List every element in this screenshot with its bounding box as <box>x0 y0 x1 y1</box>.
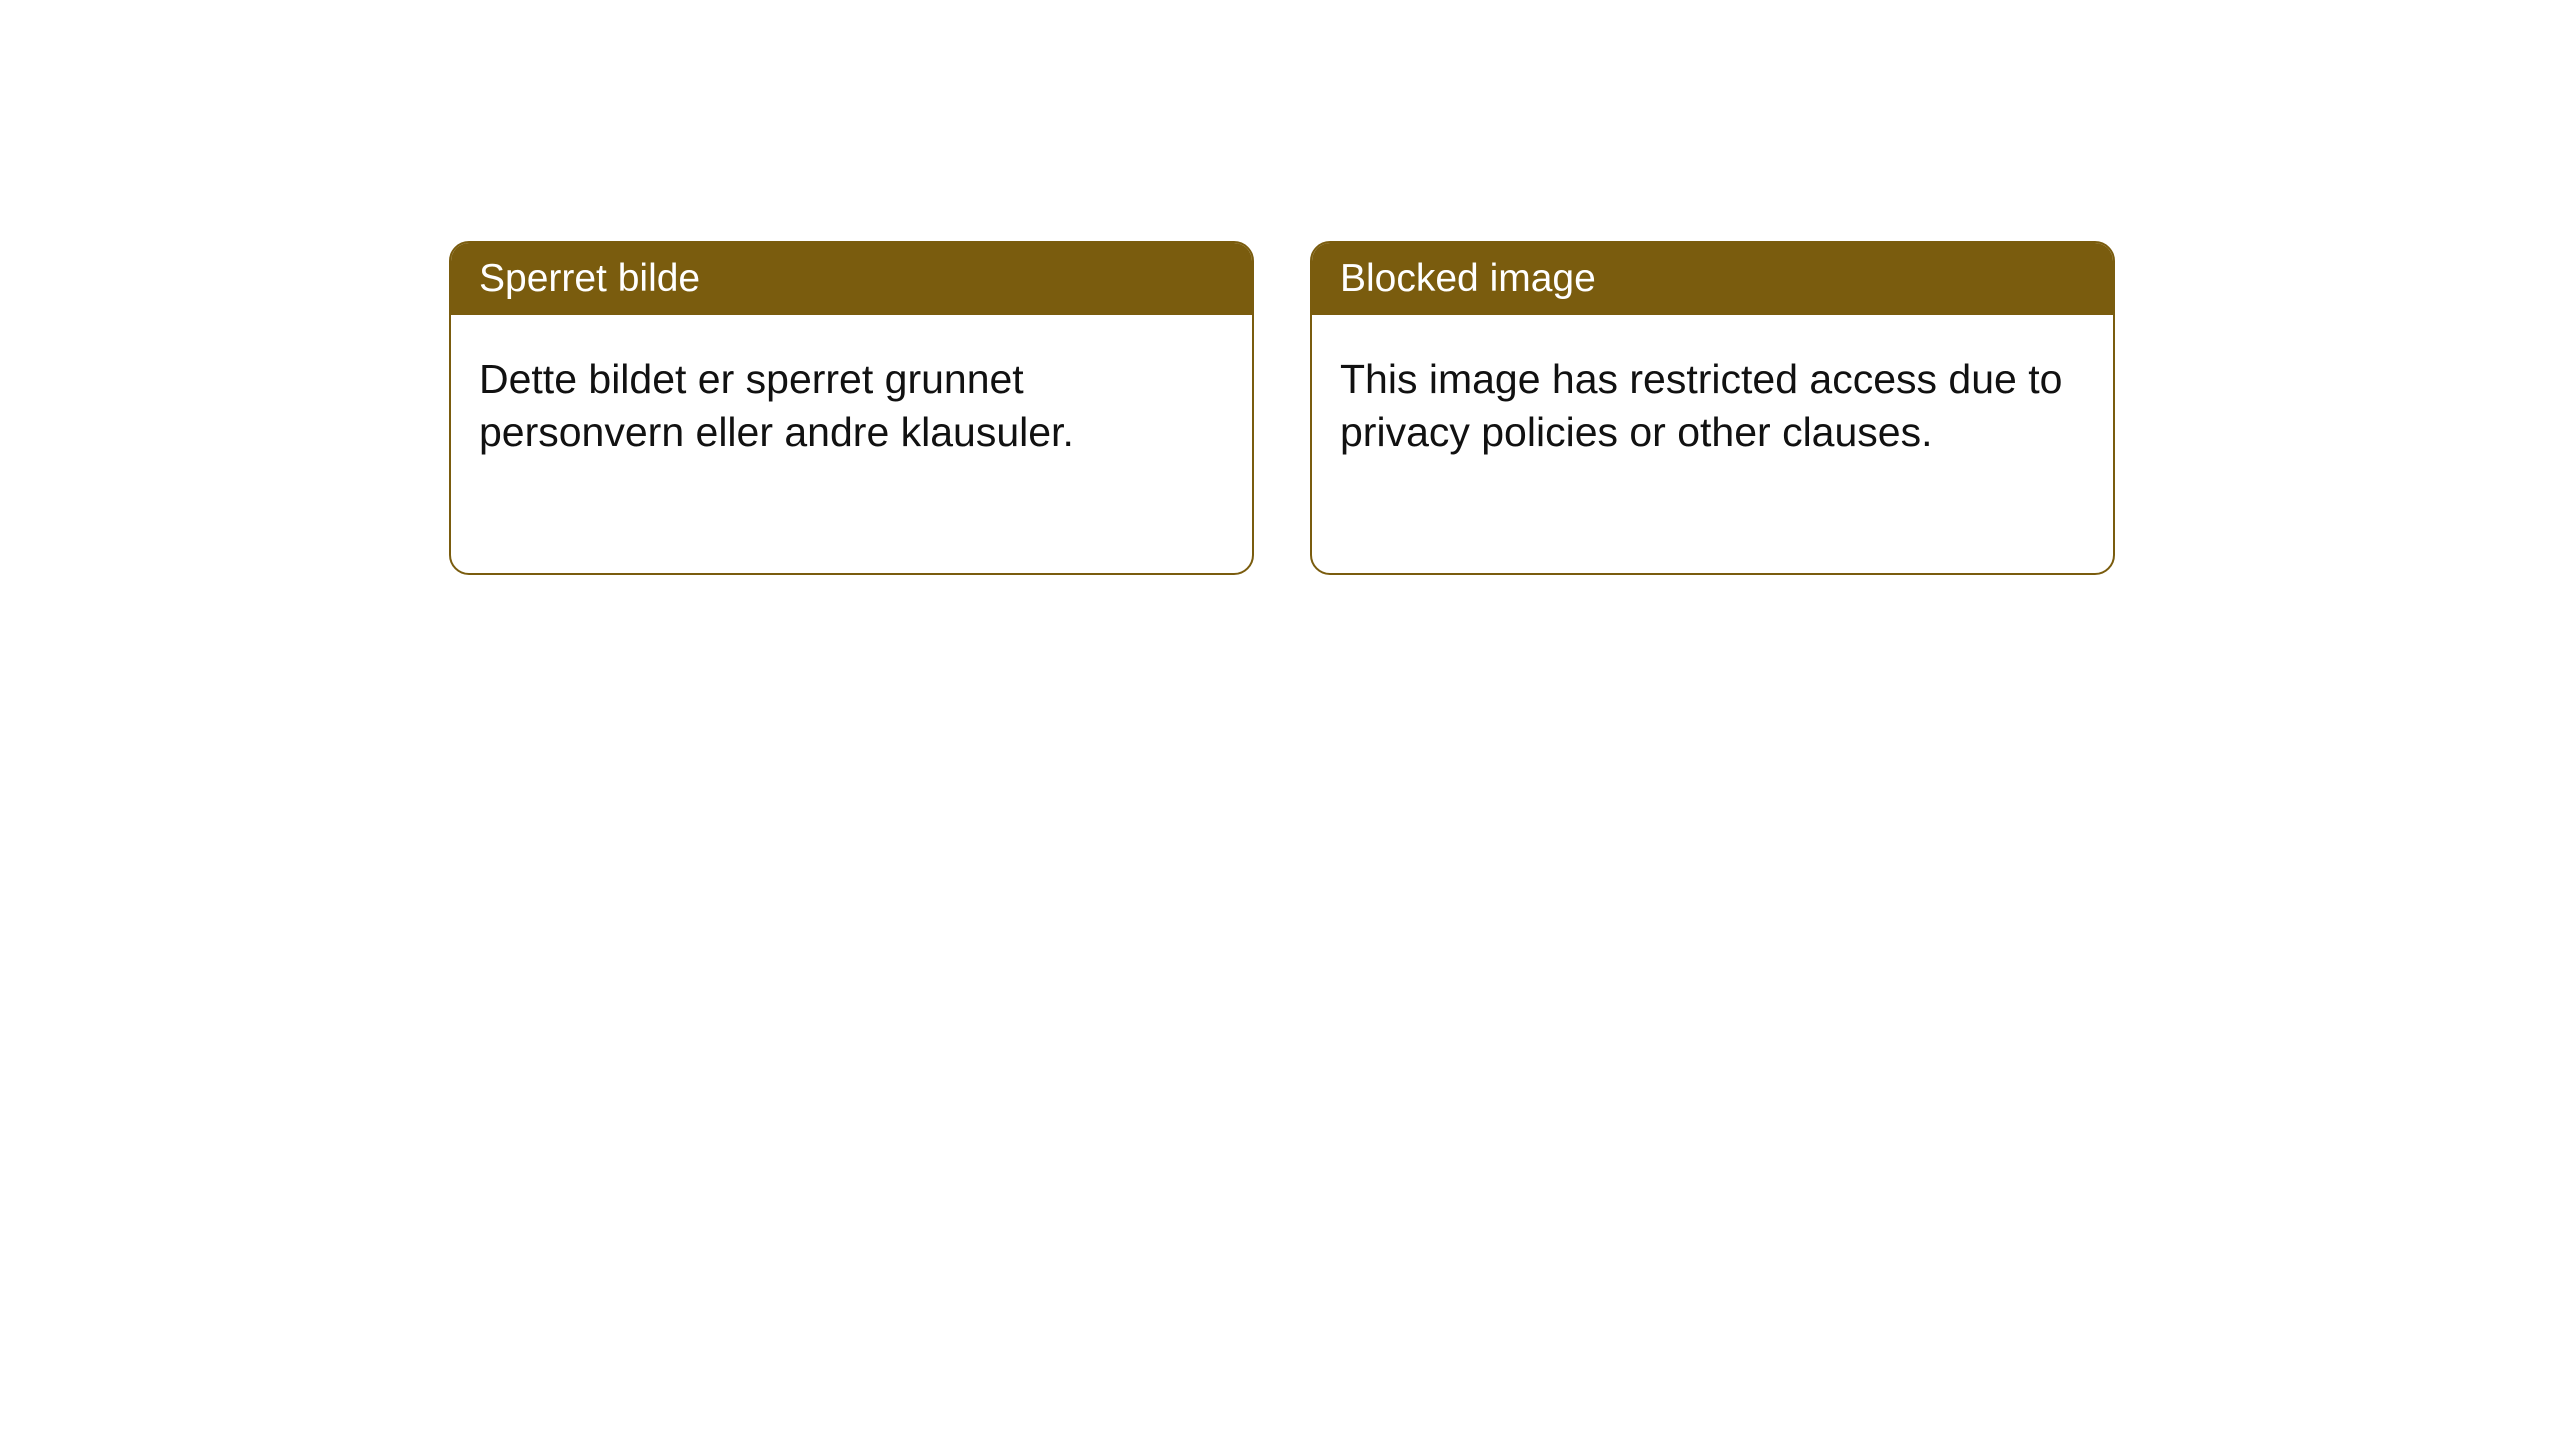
blocked-image-card-no: Sperret bilde Dette bildet er sperret gr… <box>449 241 1254 575</box>
card-message-no: Dette bildet er sperret grunnet personve… <box>479 356 1074 455</box>
card-message-en: This image has restricted access due to … <box>1340 356 2062 455</box>
card-body-en: This image has restricted access due to … <box>1312 315 2113 498</box>
card-header-no: Sperret bilde <box>451 243 1252 315</box>
card-title-en: Blocked image <box>1340 257 1596 300</box>
blocked-image-card-en: Blocked image This image has restricted … <box>1310 241 2115 575</box>
card-title-no: Sperret bilde <box>479 257 700 300</box>
card-header-en: Blocked image <box>1312 243 2113 315</box>
blocked-image-cards: Sperret bilde Dette bildet er sperret gr… <box>449 241 2115 575</box>
card-body-no: Dette bildet er sperret grunnet personve… <box>451 315 1252 498</box>
